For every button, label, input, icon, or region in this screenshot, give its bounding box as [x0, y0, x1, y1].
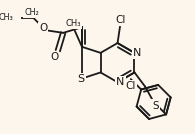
Text: S: S — [152, 100, 159, 111]
Text: Cl: Cl — [126, 81, 136, 91]
Text: O: O — [50, 52, 58, 62]
Text: N: N — [116, 77, 124, 87]
Text: S: S — [77, 74, 85, 84]
Text: N: N — [133, 48, 141, 58]
Text: CH₃: CH₃ — [0, 13, 13, 22]
Text: Cl: Cl — [116, 15, 126, 25]
Text: CH₂: CH₂ — [24, 8, 39, 17]
Text: O: O — [39, 23, 47, 33]
Text: CH₃: CH₃ — [65, 19, 81, 28]
